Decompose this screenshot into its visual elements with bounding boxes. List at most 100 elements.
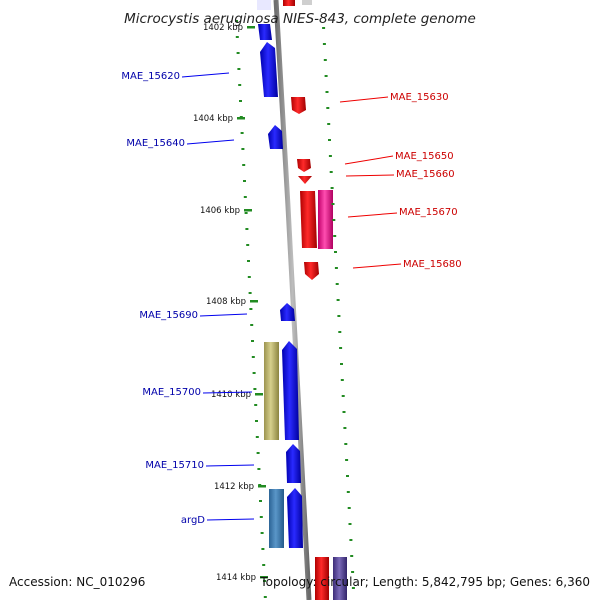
track-dash <box>331 203 335 205</box>
track-dash <box>337 315 341 317</box>
gene-arrow-mae15700 <box>282 341 299 440</box>
track-dash <box>249 308 253 310</box>
track-dash <box>262 564 266 566</box>
gene-arrow-top-blue <box>258 24 272 40</box>
gene-label: MAE_15680 <box>403 259 462 270</box>
track-dash <box>351 587 355 589</box>
track-dash <box>235 20 238 22</box>
feature-olive-block <box>264 342 279 440</box>
accession-text: Accession: NC_010296 <box>9 575 145 589</box>
track-dash <box>255 420 258 422</box>
feature-pink-block <box>318 190 333 249</box>
track-dash <box>329 171 333 173</box>
gene-leader-line <box>339 96 389 103</box>
tick-label: 1414 kbp <box>216 573 256 583</box>
gene-leader-line <box>186 139 235 145</box>
gene-arrow-mae15640 <box>268 125 283 149</box>
track-dash <box>248 292 252 294</box>
gene-arrow-argd <box>287 488 303 548</box>
track-dash <box>333 235 337 237</box>
gene-label: MAE_15640 <box>126 138 185 149</box>
gene-leader-line <box>206 518 255 521</box>
gene-red-bottom-cutoff <box>315 557 329 600</box>
gene-red-top-cutoff <box>283 0 295 6</box>
gene-arrow-mae15660 <box>298 176 312 184</box>
track-dash <box>346 475 349 477</box>
tick-label: 1406 kbp <box>200 206 240 216</box>
gene-arrow-mae15650 <box>297 159 311 172</box>
track-dash <box>347 507 351 509</box>
track-dash <box>235 36 239 38</box>
track-dash <box>252 372 256 374</box>
track-dash <box>342 411 346 413</box>
gene-labels: MAE_15620 MAE_15640 MAE_15690 MAE_15700 MAE_… <box>121 71 461 526</box>
tick-label: 1412 kbp <box>214 482 254 492</box>
track-dash <box>263 580 266 582</box>
gene-arrow-mae15680 <box>304 262 319 280</box>
gene-leader-line <box>202 391 253 394</box>
track-dash <box>247 260 250 262</box>
track-dash <box>245 228 249 230</box>
track-dash <box>260 532 264 534</box>
gene-label: MAE_15670 <box>399 207 458 218</box>
track-dash <box>343 427 347 429</box>
track-dash <box>327 123 331 125</box>
track-dash <box>340 363 343 365</box>
gene-leader-line <box>181 72 230 78</box>
track-dash <box>326 107 330 109</box>
gene-label: MAE_15650 <box>395 151 454 162</box>
gene-leader-line <box>347 212 398 218</box>
tick-label: 1410 kbp <box>211 390 251 400</box>
gene-arrow-mae15620 <box>260 42 278 97</box>
track-dash <box>322 27 326 29</box>
track-dash <box>247 276 251 278</box>
gene-leader-line <box>352 263 402 269</box>
gene-purple-bottom-cutoff <box>333 557 347 600</box>
track-dash <box>259 516 263 518</box>
genome-axis <box>273 0 312 600</box>
gene-label: MAE_15660 <box>396 169 455 180</box>
track-dash <box>250 324 254 326</box>
guide-track-dashes <box>235 20 355 598</box>
track-dash <box>334 251 337 253</box>
track-dash <box>338 331 342 333</box>
track-dash <box>251 356 255 358</box>
gene-leader-line <box>344 155 394 165</box>
track-dash <box>332 219 336 221</box>
track-dash <box>259 500 262 502</box>
track-dash <box>339 347 343 349</box>
gene-arrow-mae15630 <box>291 97 306 114</box>
feature-steel-block <box>269 489 284 548</box>
track-dash <box>237 68 241 70</box>
track-dash <box>325 91 329 93</box>
track-dash <box>335 283 339 285</box>
track-dash <box>336 299 340 301</box>
tick-mark <box>247 26 255 29</box>
track-dash <box>263 596 267 598</box>
gene-arrow-mae15690 <box>280 303 295 321</box>
track-dash <box>240 132 244 134</box>
tick-mark <box>258 485 266 488</box>
track-dash <box>238 84 242 86</box>
tick-mark <box>250 300 258 303</box>
track-dash <box>241 148 245 150</box>
track-dash <box>243 196 247 198</box>
gene-label: MAE_15700 <box>142 387 201 398</box>
track-dash <box>323 59 327 61</box>
track-dash <box>345 459 349 461</box>
gene-leader-line <box>345 174 395 177</box>
track-dash <box>341 395 345 397</box>
tick-label: 1404 kbp <box>193 114 233 124</box>
track-dash <box>246 244 250 246</box>
tick-mark <box>244 209 252 212</box>
track-dash <box>243 180 246 182</box>
gene-grey-top-cutoff <box>302 0 312 5</box>
gene-leader-line <box>199 313 248 317</box>
track-dash <box>328 155 332 157</box>
track-dash <box>257 468 261 470</box>
gene-arrow-mae15710 <box>286 444 301 483</box>
track-dash <box>239 100 242 102</box>
map-title: Microcystis aeruginosa NIES-843, complet… <box>124 11 476 27</box>
track-dash <box>340 379 344 381</box>
track-dash <box>251 340 254 342</box>
